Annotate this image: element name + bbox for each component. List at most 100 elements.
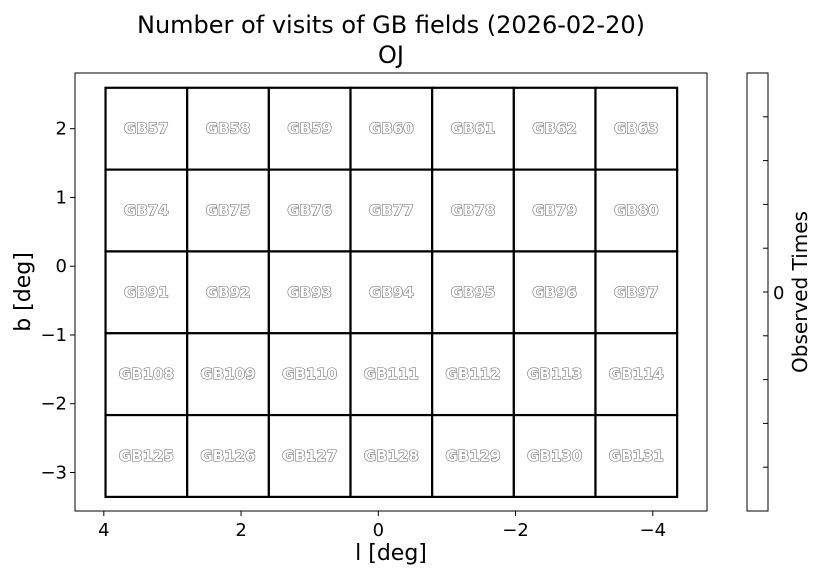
field-rect bbox=[512, 413, 597, 499]
field-label: GB95 bbox=[451, 283, 496, 301]
field-label: GB77 bbox=[369, 202, 414, 220]
colorbar-tick-label: 0 bbox=[773, 283, 784, 304]
field-rect bbox=[431, 250, 515, 335]
field-label: GB128 bbox=[364, 447, 419, 465]
field-cell: GB61 bbox=[431, 86, 515, 171]
y-axis-label: b [deg] bbox=[11, 252, 36, 332]
chart-subtitle: OJ bbox=[378, 41, 404, 69]
field-rect bbox=[186, 250, 270, 335]
field-rect bbox=[267, 250, 352, 335]
x-axis-label: l [deg] bbox=[355, 541, 427, 566]
field-cell: GB92 bbox=[186, 250, 270, 335]
y-tick-label: −2 bbox=[40, 394, 67, 415]
field-rect bbox=[349, 250, 434, 335]
field-label: GB93 bbox=[287, 283, 332, 301]
field-label: GB62 bbox=[532, 120, 577, 138]
field-rect bbox=[431, 86, 515, 171]
field-cell: GB128 bbox=[349, 413, 434, 499]
x-tick-label: −4 bbox=[640, 520, 667, 541]
field-cell: GB131 bbox=[594, 413, 679, 499]
field-cell: GB76 bbox=[267, 168, 352, 253]
field-label: GB110 bbox=[282, 365, 337, 383]
field-rect bbox=[104, 250, 189, 335]
colorbar-label: Observed Times bbox=[788, 211, 812, 373]
field-label: GB127 bbox=[282, 447, 337, 465]
field-label: GB129 bbox=[445, 447, 500, 465]
field-label: GB74 bbox=[124, 202, 169, 220]
field-label: GB94 bbox=[369, 283, 414, 301]
field-cell: GB95 bbox=[431, 250, 515, 335]
field-label: GB91 bbox=[124, 283, 169, 301]
field-rect bbox=[512, 250, 597, 335]
field-cell: GB129 bbox=[431, 413, 515, 499]
field-rect bbox=[186, 168, 270, 253]
field-cell: GB94 bbox=[349, 250, 434, 335]
field-rect bbox=[594, 413, 679, 499]
field-cell: GB93 bbox=[267, 250, 352, 335]
field-rect bbox=[431, 413, 515, 499]
field-label: GB97 bbox=[614, 283, 659, 301]
field-cell: GB127 bbox=[267, 413, 352, 499]
field-cell: GB75 bbox=[186, 168, 270, 253]
field-label: GB108 bbox=[119, 365, 174, 383]
field-cell: GB77 bbox=[349, 168, 434, 253]
field-label: GB61 bbox=[451, 120, 496, 138]
field-label: GB131 bbox=[609, 447, 664, 465]
field-rect bbox=[594, 332, 679, 417]
field-cell: GB79 bbox=[512, 168, 597, 253]
field-cell: GB63 bbox=[594, 86, 679, 171]
field-label: GB59 bbox=[287, 120, 332, 138]
field-label: GB63 bbox=[614, 120, 659, 138]
field-cell: GB96 bbox=[512, 250, 597, 335]
field-cell: GB114 bbox=[594, 332, 679, 417]
field-label: GB130 bbox=[527, 447, 582, 465]
field-label: GB113 bbox=[527, 365, 582, 383]
field-label: GB112 bbox=[445, 365, 500, 383]
field-cell: GB80 bbox=[594, 168, 679, 253]
field-cell: GB60 bbox=[349, 86, 434, 171]
x-tick-label: 4 bbox=[98, 520, 109, 541]
field-cell: GB59 bbox=[267, 86, 352, 171]
field-cell: GB62 bbox=[512, 86, 597, 171]
field-cell: GB74 bbox=[104, 168, 189, 253]
field-cell: GB126 bbox=[186, 413, 270, 499]
field-cell: GB58 bbox=[186, 86, 270, 171]
field-label: GB80 bbox=[614, 202, 659, 220]
field-label: GB78 bbox=[451, 202, 496, 220]
field-rect bbox=[104, 332, 189, 417]
field-cell: GB111 bbox=[349, 332, 434, 417]
field-label: GB109 bbox=[200, 365, 255, 383]
field-rect bbox=[104, 86, 189, 171]
field-cell: GB125 bbox=[104, 413, 189, 499]
field-label: GB76 bbox=[287, 202, 332, 220]
y-tick-label: 2 bbox=[56, 119, 67, 140]
field-label: GB92 bbox=[206, 283, 251, 301]
field-rect bbox=[594, 86, 679, 171]
field-label: GB58 bbox=[206, 120, 251, 138]
x-tick-label: −2 bbox=[502, 520, 529, 541]
field-rect bbox=[512, 168, 597, 253]
field-rect bbox=[594, 250, 679, 335]
field-cell: GB130 bbox=[512, 413, 597, 499]
field-label: GB96 bbox=[532, 283, 577, 301]
field-label: GB57 bbox=[124, 120, 169, 138]
x-tick-label: 2 bbox=[235, 520, 246, 541]
field-cell: GB108 bbox=[104, 332, 189, 417]
field-cell: GB113 bbox=[512, 332, 597, 417]
y-tick-label: 0 bbox=[56, 256, 67, 277]
field-cell: GB91 bbox=[104, 250, 189, 335]
field-cell: GB110 bbox=[267, 332, 352, 417]
field-rect bbox=[431, 332, 515, 417]
field-rect bbox=[349, 168, 434, 253]
field-label: GB125 bbox=[119, 447, 174, 465]
field-label: GB79 bbox=[532, 202, 577, 220]
field-label: GB126 bbox=[200, 447, 255, 465]
field-cell: GB112 bbox=[431, 332, 515, 417]
x-tick-label: 0 bbox=[373, 520, 384, 541]
field-cell: GB57 bbox=[104, 86, 189, 171]
field-cell: GB109 bbox=[186, 332, 270, 417]
field-cell: GB97 bbox=[594, 250, 679, 335]
field-cell: GB78 bbox=[431, 168, 515, 253]
field-label: GB75 bbox=[206, 202, 251, 220]
